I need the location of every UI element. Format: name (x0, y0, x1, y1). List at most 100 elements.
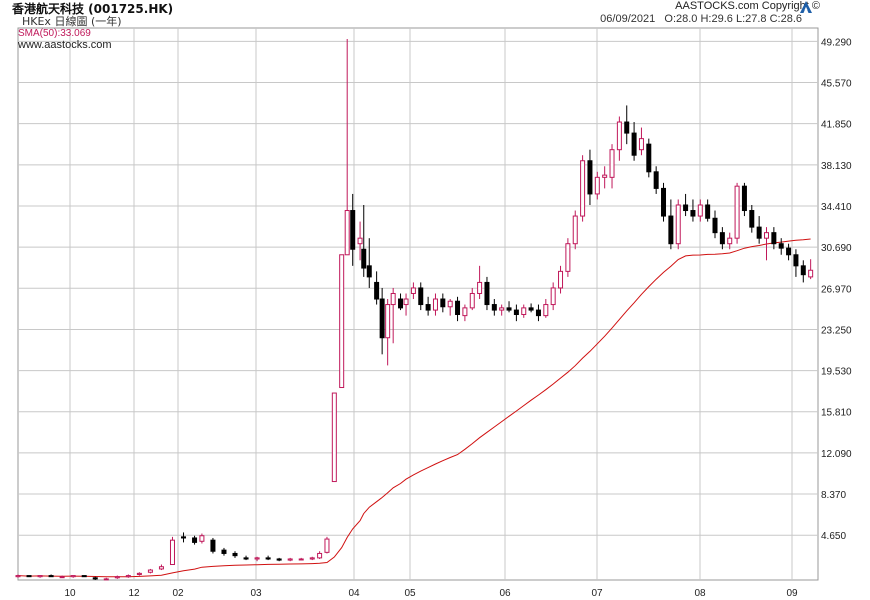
candle (462, 304, 468, 322)
candle (484, 276, 490, 311)
candle (37, 575, 43, 578)
candle-body (535, 309, 541, 317)
candle (543, 299, 549, 318)
candle (447, 299, 453, 316)
candle-body (136, 572, 142, 575)
candle-body (425, 304, 431, 311)
candle-body (697, 204, 703, 217)
candle-body (361, 248, 367, 269)
candle-body (734, 185, 740, 239)
candle (712, 210, 718, 239)
candle (764, 227, 770, 261)
candle (668, 199, 674, 250)
sma-line (17, 238, 811, 578)
candle (70, 575, 76, 578)
candle (683, 193, 689, 217)
candle-body (210, 539, 216, 552)
candle-body (37, 575, 43, 578)
candle-body (719, 232, 725, 245)
candle (587, 149, 593, 205)
aastocks-logo-icon (800, 1, 812, 13)
candle-body (749, 210, 755, 228)
candle (749, 204, 755, 233)
candle-body (221, 549, 227, 554)
candle-body (59, 576, 65, 579)
candle-body (324, 538, 330, 553)
candle (675, 199, 681, 250)
candle (410, 282, 416, 300)
candle-body (484, 281, 490, 306)
candle-body (447, 300, 453, 308)
x-tick-label: 07 (591, 588, 603, 599)
candle (638, 127, 644, 156)
candle (697, 199, 703, 222)
candle (390, 287, 396, 344)
candle (125, 574, 131, 578)
candle (287, 557, 293, 562)
candle-body (764, 232, 770, 239)
y-tick-label: 49.290 (821, 37, 852, 48)
x-tick-label: 02 (172, 588, 184, 599)
candle (350, 193, 356, 266)
candle (221, 547, 227, 556)
candle-body (661, 187, 667, 217)
candle-body (602, 174, 608, 178)
copyright-text: AASTOCKS.com Copyright © (675, 0, 820, 12)
candle (491, 299, 497, 316)
candle-body (499, 307, 505, 311)
candle-body (344, 210, 350, 256)
candle (513, 304, 519, 322)
candle-body (771, 232, 777, 245)
candle-body (125, 575, 131, 578)
candle (808, 259, 814, 280)
candle-body (528, 307, 534, 311)
candle (653, 166, 659, 194)
candle (403, 293, 409, 316)
candle (477, 265, 483, 300)
candle-body (432, 298, 438, 311)
candle-body (339, 254, 345, 389)
y-axis: 49.290 45.570 41.850 38.130 34.410 30.690 26.9… (821, 37, 852, 542)
sma-line-layer (17, 238, 811, 578)
candle-body (477, 281, 483, 294)
candle-body (793, 254, 799, 267)
quote-ohlc: O:28.0 H:29.6 L:27.8 C:28.6 (664, 13, 802, 25)
candle (265, 555, 271, 561)
candle (432, 293, 438, 316)
candle (646, 138, 652, 178)
candle-body (558, 270, 564, 289)
candle (506, 301, 512, 313)
candle-body (276, 558, 282, 561)
y-tick-label: 15.810 (821, 408, 852, 419)
candle (103, 577, 109, 581)
candle-body (158, 566, 164, 570)
candle (398, 293, 404, 311)
candle-body (309, 557, 315, 560)
candle (778, 238, 784, 255)
candle-body (70, 575, 76, 578)
candle-body (587, 160, 593, 195)
candle-body (350, 210, 356, 250)
candle (339, 254, 345, 389)
candle-body (543, 304, 549, 317)
candle (48, 574, 54, 578)
candle-body (410, 287, 416, 294)
candle (361, 204, 367, 277)
candle-body (675, 204, 681, 245)
candle-body (778, 243, 784, 249)
candle-body (232, 552, 238, 557)
candle-body (26, 575, 32, 578)
candle (771, 227, 777, 250)
candle-body (609, 149, 615, 178)
candle (298, 557, 304, 561)
candle-body (287, 558, 293, 561)
candle (199, 533, 205, 544)
candle (158, 564, 164, 571)
candle-body (594, 176, 600, 195)
candle (309, 556, 315, 561)
candle (558, 265, 564, 294)
candle-body (103, 578, 109, 581)
candle-body (317, 552, 323, 559)
candle-body (92, 577, 98, 580)
x-tick-label: 04 (348, 588, 360, 599)
